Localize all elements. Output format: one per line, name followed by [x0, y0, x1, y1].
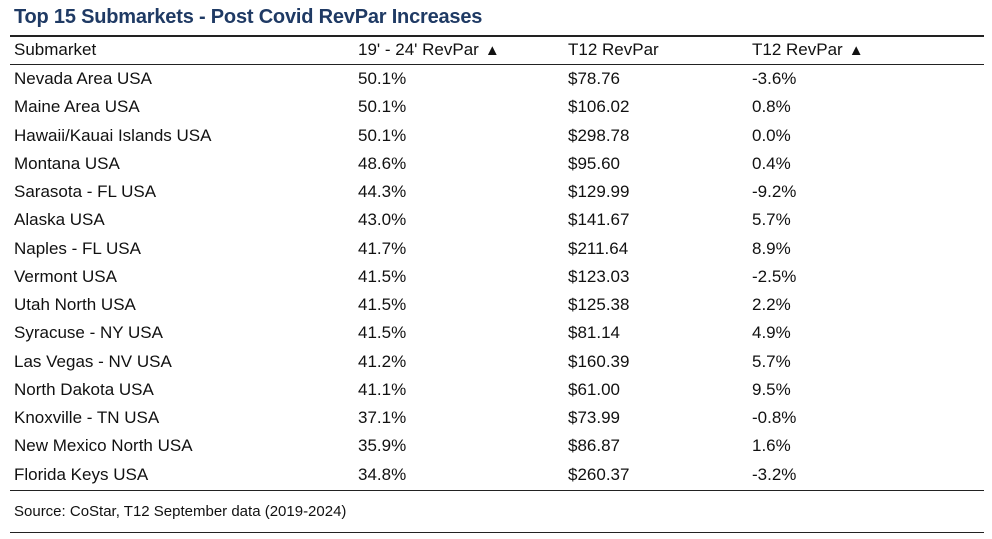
cell-t12-change: 2.2% [752, 295, 791, 314]
cell-submarket: Alaska USA [14, 210, 105, 230]
cell-revpar-change: 41.7% [358, 238, 407, 258]
cell-t12-revpar: $298.78 [568, 125, 630, 145]
cell-revpar-change: 41.5% [358, 266, 407, 286]
cell-t12-change: -3.2% [752, 464, 797, 484]
cell-t12-revpar: $81.14 [568, 323, 620, 343]
cell-t12-change: 0.0% [752, 125, 791, 145]
cell-t12-revpar: $78.76 [568, 69, 620, 88]
header-revpar-change: 19' - 24' RevPar ▲ [358, 36, 500, 65]
cell-revpar-change: 41.2% [358, 351, 407, 371]
cell-t12-revpar: $86.87 [568, 436, 620, 456]
cell-revpar-change: 35.9% [358, 436, 407, 456]
cell-t12-change: 0.4% [752, 153, 791, 173]
cell-t12-change: 5.7% [752, 351, 791, 371]
cell-submarket: Florida Keys USA [14, 464, 149, 484]
cell-t12-change: 4.9% [752, 323, 791, 343]
cell-t12-change: -9.2% [752, 182, 797, 201]
header-t12-change-label: T12 RevPar [752, 40, 843, 59]
triangle-up-icon: ▲ [484, 42, 500, 59]
cell-revpar-change: 34.8% [358, 464, 407, 484]
cell-revpar-change: 50.1% [358, 69, 407, 88]
triangle-up-icon: ▲ [848, 42, 864, 59]
header-t12-change: T12 RevPar ▲ [752, 36, 864, 65]
cell-submarket: Utah North USA [14, 295, 136, 314]
cell-t12-revpar: $129.99 [568, 182, 630, 201]
cell-submarket: Las Vegas - NV USA [14, 351, 172, 371]
cell-t12-revpar: $106.02 [568, 97, 630, 117]
cell-revpar-change: 41.5% [358, 295, 407, 314]
cell-submarket: New Mexico North USA [14, 436, 193, 456]
cell-t12-change: -2.5% [752, 266, 797, 286]
cell-t12-revpar: $61.00 [568, 379, 620, 399]
cell-revpar-change: 41.5% [358, 323, 407, 343]
cell-t12-change: -3.6% [752, 69, 797, 88]
cell-submarket: Nevada Area USA [14, 69, 152, 88]
cell-t12-change: 8.9% [752, 238, 791, 258]
cell-submarket: Hawaii/Kauai Islands USA [14, 125, 212, 145]
cell-t12-revpar: $125.38 [568, 295, 630, 314]
header-submarket: Submarket [14, 40, 97, 59]
cell-revpar-change: 48.6% [358, 153, 407, 173]
top-rule [10, 35, 984, 37]
cell-revpar-change: 37.1% [358, 408, 407, 427]
cell-submarket: Sarasota - FL USA [14, 182, 157, 201]
cell-submarket: Knoxville - TN USA [14, 408, 160, 427]
cell-t12-change: -0.8% [752, 408, 797, 427]
cell-submarket: Syracuse - NY USA [14, 323, 163, 343]
cell-t12-change: 0.8% [752, 97, 791, 117]
cell-submarket: Vermont USA [14, 266, 117, 286]
cell-submarket: North Dakota USA [14, 379, 154, 399]
cell-t12-revpar: $73.99 [568, 408, 620, 427]
table-bottom-rule [10, 490, 984, 491]
cell-revpar-change: 50.1% [358, 97, 407, 117]
header-revpar-change-label: 19' - 24' RevPar [358, 40, 479, 59]
cell-submarket: Maine Area USA [14, 97, 140, 117]
cell-revpar-change: 41.1% [358, 379, 407, 399]
cell-t12-revpar: $211.64 [568, 238, 629, 258]
cell-t12-revpar: $160.39 [568, 351, 630, 371]
cell-t12-change: 1.6% [752, 436, 791, 456]
cell-submarket: Naples - FL USA [14, 238, 141, 258]
cell-revpar-change: 50.1% [358, 125, 407, 145]
cell-submarket: Montana USA [14, 153, 120, 173]
header-rule [10, 64, 984, 65]
cell-t12-revpar: $123.03 [568, 266, 630, 286]
cell-t12-change: 9.5% [752, 379, 791, 399]
cell-t12-revpar: $260.37 [568, 464, 630, 484]
cell-t12-change: 5.7% [752, 210, 791, 230]
table-title: Top 15 Submarkets - Post Covid RevPar In… [14, 6, 483, 28]
header-t12-revpar: T12 RevPar [568, 40, 659, 59]
cell-t12-revpar: $141.67 [568, 210, 630, 230]
source-note: Source: CoStar, T12 September data (2019… [14, 503, 347, 520]
cell-revpar-change: 43.0% [358, 210, 407, 230]
cell-revpar-change: 44.3% [358, 182, 407, 201]
bottom-rule [10, 532, 984, 533]
cell-t12-revpar: $95.60 [568, 153, 620, 173]
